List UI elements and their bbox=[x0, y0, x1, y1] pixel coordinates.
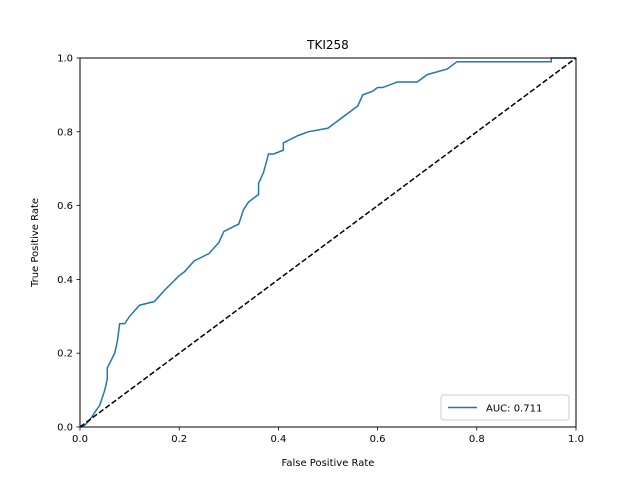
y-tick-label: 0.0 bbox=[57, 423, 73, 434]
legend: AUC: 0.711 bbox=[440, 394, 570, 421]
y-tick-label: 0.2 bbox=[57, 349, 73, 360]
chart-title: TKI258 bbox=[306, 38, 349, 52]
x-tick-label: 0.6 bbox=[370, 434, 386, 445]
x-tick-label: 0.0 bbox=[72, 434, 88, 445]
x-tick-label: 0.8 bbox=[469, 434, 485, 445]
y-axis-label: True Positive Rate bbox=[30, 198, 41, 288]
y-axis-ticks: 0.0 0.2 0.4 0.6 0.8 1.0 bbox=[57, 54, 80, 434]
x-tick-label: 1.0 bbox=[568, 434, 584, 445]
plot-frame bbox=[79, 57, 577, 428]
plot-lines bbox=[79, 57, 577, 428]
chance-diagonal-line bbox=[79, 57, 577, 428]
y-tick-label: 1.0 bbox=[57, 54, 73, 65]
roc-curve-line bbox=[79, 57, 576, 428]
x-tick-label: 0.2 bbox=[171, 434, 187, 445]
x-tick-label: 0.4 bbox=[270, 434, 286, 445]
legend-label-auc: AUC: 0.711 bbox=[486, 404, 542, 415]
y-tick-label: 0.6 bbox=[57, 201, 73, 212]
x-axis-label: False Positive Rate bbox=[282, 458, 375, 469]
legend-box bbox=[440, 394, 570, 421]
y-tick-label: 0.8 bbox=[57, 127, 73, 138]
y-tick-label: 0.4 bbox=[57, 275, 73, 286]
x-axis-ticks: 0.0 0.2 0.4 0.6 0.8 1.0 bbox=[72, 427, 584, 445]
